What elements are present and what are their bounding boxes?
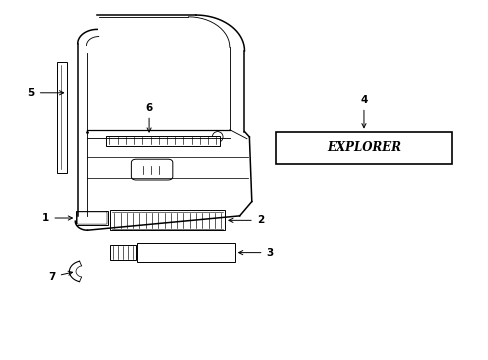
Text: 1: 1 [42, 213, 72, 223]
Bar [137, 243, 234, 262]
Text: EXPLORER: EXPLORER [326, 141, 400, 154]
Ellipse shape [212, 132, 223, 142]
Text: 5: 5 [27, 88, 63, 98]
Text: 6: 6 [145, 103, 152, 132]
FancyBboxPatch shape [77, 212, 107, 224]
FancyBboxPatch shape [131, 159, 172, 180]
Text: 7: 7 [48, 271, 72, 282]
Text: 3: 3 [238, 248, 273, 258]
Bar [105, 136, 220, 146]
Text: 2: 2 [228, 215, 264, 225]
Bar [276, 132, 451, 164]
Bar [110, 245, 136, 260]
Bar [110, 211, 224, 230]
Text: 4: 4 [360, 95, 367, 128]
Bar [76, 211, 108, 225]
Bar [57, 62, 67, 173]
